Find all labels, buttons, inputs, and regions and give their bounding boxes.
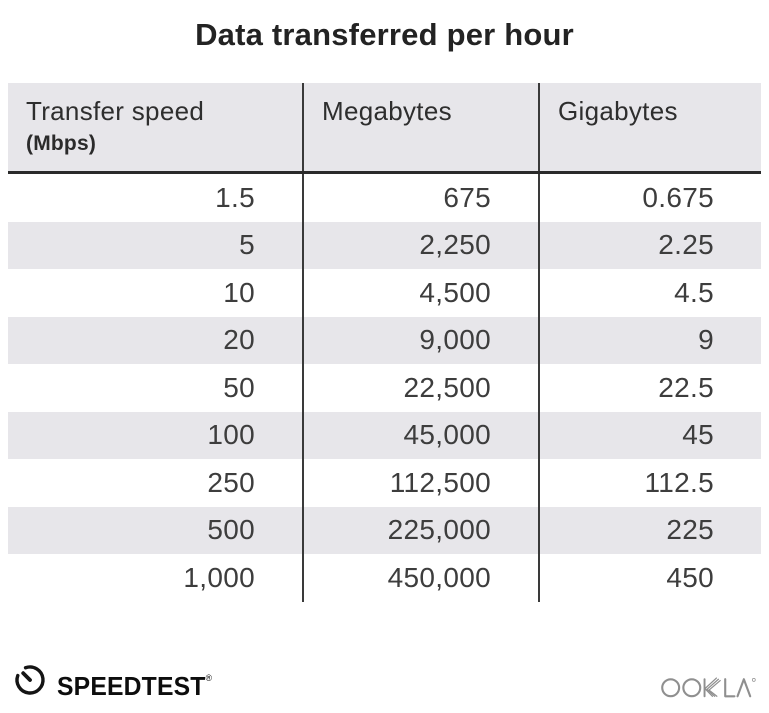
table-cell: 675 <box>302 174 538 222</box>
table-row: 5 2,250 2.25 <box>8 221 761 269</box>
table-cell: 45,000 <box>302 411 538 459</box>
table-cell: 2.25 <box>538 221 761 269</box>
table-header-transfer-speed: Transfer speed (Mbps) <box>8 83 302 171</box>
table-cell: 9 <box>538 316 761 364</box>
header-label: Gigabytes <box>558 96 678 126</box>
table-row: 50 22,500 22.5 <box>8 364 761 412</box>
footer: SPEEDTEST® <box>0 657 769 713</box>
table-cell: 4,500 <box>302 269 538 317</box>
table-cell: 1.5 <box>215 181 255 213</box>
table-cell: 250 <box>207 466 255 498</box>
table-cell: 45 <box>538 411 761 459</box>
table-cell: 112,500 <box>302 459 538 507</box>
table-cell: 9,000 <box>302 316 538 364</box>
table-cell: 50 <box>223 371 255 403</box>
table-cell: 2,250 <box>302 221 538 269</box>
speedtest-wordmark: SPEEDTEST® <box>57 671 212 701</box>
table-header-gigabytes: Gigabytes <box>538 83 761 171</box>
registered-trademark-icon: ® <box>205 673 212 683</box>
table-cell: 5 <box>239 229 255 261</box>
table-row: 1.5 675 0.675 <box>8 174 761 222</box>
page-title: Data transferred per hour <box>195 17 574 52</box>
table-cell: 10 <box>223 276 255 308</box>
table-cell: 20 <box>223 324 255 356</box>
data-table: Transfer speed (Mbps) Megabytes Gigabyte… <box>8 83 761 602</box>
table-row: 100 45,000 45 <box>8 411 761 459</box>
table-row: 20 9,000 9 <box>8 316 761 364</box>
table-cell: 0.675 <box>538 174 761 222</box>
table-cell: 500 <box>207 514 255 546</box>
table-row: 10 4,500 4.5 <box>8 269 761 317</box>
table-cell: 1,000 <box>183 561 255 593</box>
table-cell: 450 <box>538 554 761 602</box>
table-cell: 100 <box>207 419 255 451</box>
header-sublabel: (Mbps) <box>26 132 97 155</box>
table-cell: 22,500 <box>302 364 538 412</box>
speedtest-gauge-icon <box>12 662 48 703</box>
header-label: Transfer speed <box>26 96 205 126</box>
table-body: 1.5 675 0.675 5 2,250 2.25 10 4,500 4.5 20 9,000 9 5… <box>8 174 761 602</box>
table-cell: 225 <box>538 506 761 554</box>
speedtest-logo: SPEEDTEST® <box>12 660 220 704</box>
table-cell: 22.5 <box>538 364 761 412</box>
table-header-row: Transfer speed (Mbps) Megabytes Gigabyte… <box>8 83 761 174</box>
table-cell: 450,000 <box>302 554 538 602</box>
table-header-megabytes: Megabytes <box>302 83 538 171</box>
header-label: Megabytes <box>322 96 452 126</box>
table-row: 1,000 450,000 450 <box>8 554 761 602</box>
table-cell: 4.5 <box>538 269 761 317</box>
table-row: 250 112,500 112.5 <box>8 459 761 507</box>
table-cell: 112.5 <box>538 459 761 507</box>
table-row: 500 225,000 225 <box>8 506 761 554</box>
ookla-logo <box>661 673 756 704</box>
ookla-wordmark-icon <box>661 673 756 704</box>
table-cell: 225,000 <box>302 506 538 554</box>
